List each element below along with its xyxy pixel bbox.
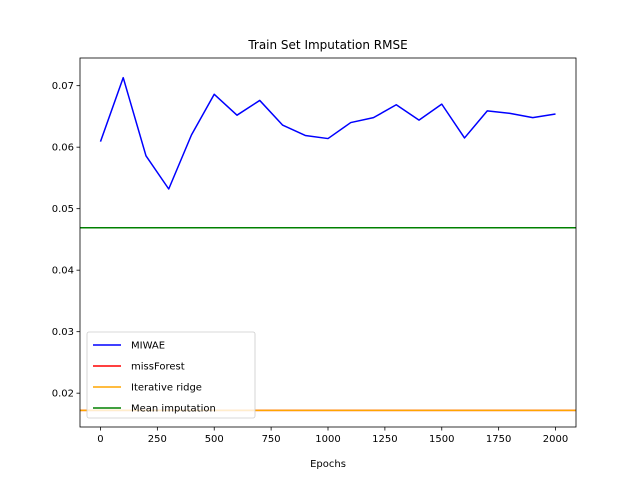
x-tick-label: 1750 <box>486 434 511 445</box>
series-line-miwae <box>99 76 556 190</box>
legend-box <box>86 331 256 419</box>
x-tick-label: 750 <box>262 434 281 445</box>
x-tick-label: 1500 <box>429 434 454 445</box>
y-tick-label: 0.06 <box>52 143 74 154</box>
legend-label-missforest: missForest <box>131 362 185 373</box>
x-axis-label: Epochs <box>310 459 346 470</box>
y-tick-label: 0.07 <box>52 81 74 92</box>
y-tick-label: 0.03 <box>52 327 74 338</box>
x-tick-label: 2000 <box>543 434 568 445</box>
x-tick-label: 1250 <box>372 434 397 445</box>
legend-label-iterative-ridge: Iterative ridge <box>131 383 202 394</box>
x-tick-label: 250 <box>148 434 167 445</box>
y-tick-label: 0.05 <box>52 204 74 215</box>
y-tick-label: 0.02 <box>52 389 74 400</box>
x-axis: 0 250 500 750 1000 1250 1500 1750 2000 <box>97 427 568 445</box>
chart-title: Train Set Imputation RMSE <box>247 38 407 52</box>
legend-label-mean-imputation: Mean imputation <box>131 404 216 415</box>
y-axis: 0.02 0.03 0.04 0.05 0.06 0.07 <box>52 81 80 400</box>
y-tick-label: 0.04 <box>52 266 74 277</box>
x-tick-label: 1000 <box>315 434 340 445</box>
legend-label-miwae: MIWAE <box>131 341 165 352</box>
legend: MIWAE missForest Iterative ridge Mean imput… <box>86 331 256 419</box>
x-tick-label: 0 <box>97 434 103 445</box>
x-tick-label: 500 <box>205 434 224 445</box>
